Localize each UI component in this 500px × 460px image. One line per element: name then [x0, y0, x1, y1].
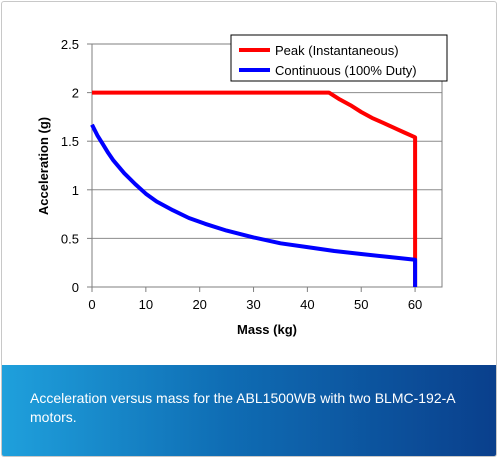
legend-box	[230, 34, 448, 82]
figure-caption: Acceleration versus mass for the ABL1500…	[2, 365, 496, 456]
y-tick-label: 1	[72, 183, 79, 198]
peak-series-line	[92, 90, 418, 287]
legend: Peak (Instantaneous) Continuous (100% Du…	[230, 34, 448, 82]
x-tick-label: 0	[88, 297, 95, 312]
chart: 0 0.5 1 1.5 2 2.5 0 10 20 30 40 50 60 Mass (kg) Acce…	[36, 34, 448, 337]
x-tick-label: 10	[139, 297, 153, 312]
x-tick-label: 30	[246, 297, 260, 312]
x-tick-label: 40	[300, 297, 314, 312]
y-tick-label: 0	[72, 280, 79, 295]
tick-labels: 0 0.5 1 1.5 2 2.5 0 10 20 30 40 50 60	[61, 37, 422, 312]
y-tick-label: 0.5	[61, 231, 79, 246]
y-tick-label: 2	[72, 86, 79, 101]
x-tick-label: 60	[408, 297, 422, 312]
x-axis-label: Mass (kg)	[237, 322, 297, 337]
y-tick-label: 2.5	[61, 37, 79, 52]
legend-label-peak: Peak (Instantaneous)	[275, 43, 399, 58]
continuous-series-line	[90, 123, 418, 287]
y-tick-label: 1.5	[61, 134, 79, 149]
x-tick-label: 20	[192, 297, 206, 312]
grid-lines	[92, 92, 442, 239]
legend-label-continuous: Continuous (100% Duty)	[275, 63, 417, 78]
y-axis-label: Acceleration (g)	[36, 117, 51, 215]
x-tick-label: 50	[354, 297, 368, 312]
series-lines	[90, 90, 418, 287]
